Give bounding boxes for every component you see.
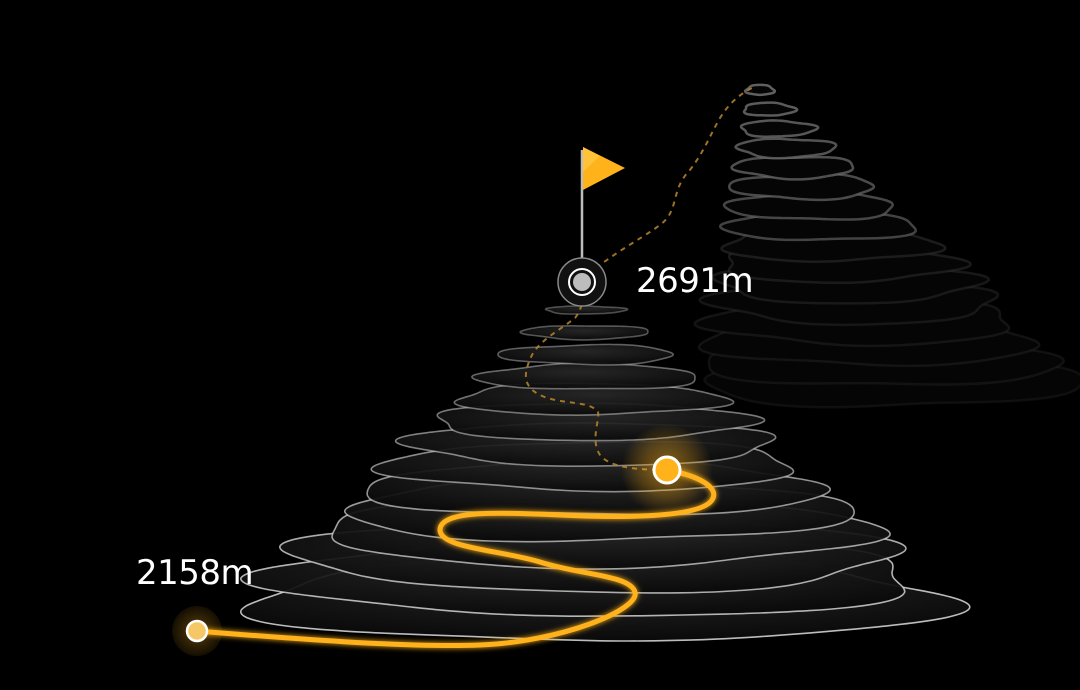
remaining-route-path (524, 87, 753, 471)
back-contour-line (739, 119, 820, 138)
front-contour-line (497, 343, 675, 366)
back-contour-line (728, 172, 876, 202)
back-contour-line (743, 83, 777, 97)
front-contour-line (544, 305, 629, 315)
start-elevation-label: 2158m (136, 553, 254, 593)
start-marker[interactable] (172, 606, 222, 656)
front-contour-line (519, 324, 649, 341)
back-contour-line (742, 101, 799, 117)
back-contour-line (730, 155, 855, 181)
back-contour-line (734, 137, 838, 160)
summit-marker[interactable] (557, 257, 607, 307)
front-contour-line (471, 362, 696, 390)
flag-icon (580, 147, 625, 272)
position-marker-icon[interactable] (621, 424, 713, 516)
back-ridge-contours (693, 83, 1080, 409)
summit-elevation-label: 2691m (636, 261, 754, 301)
